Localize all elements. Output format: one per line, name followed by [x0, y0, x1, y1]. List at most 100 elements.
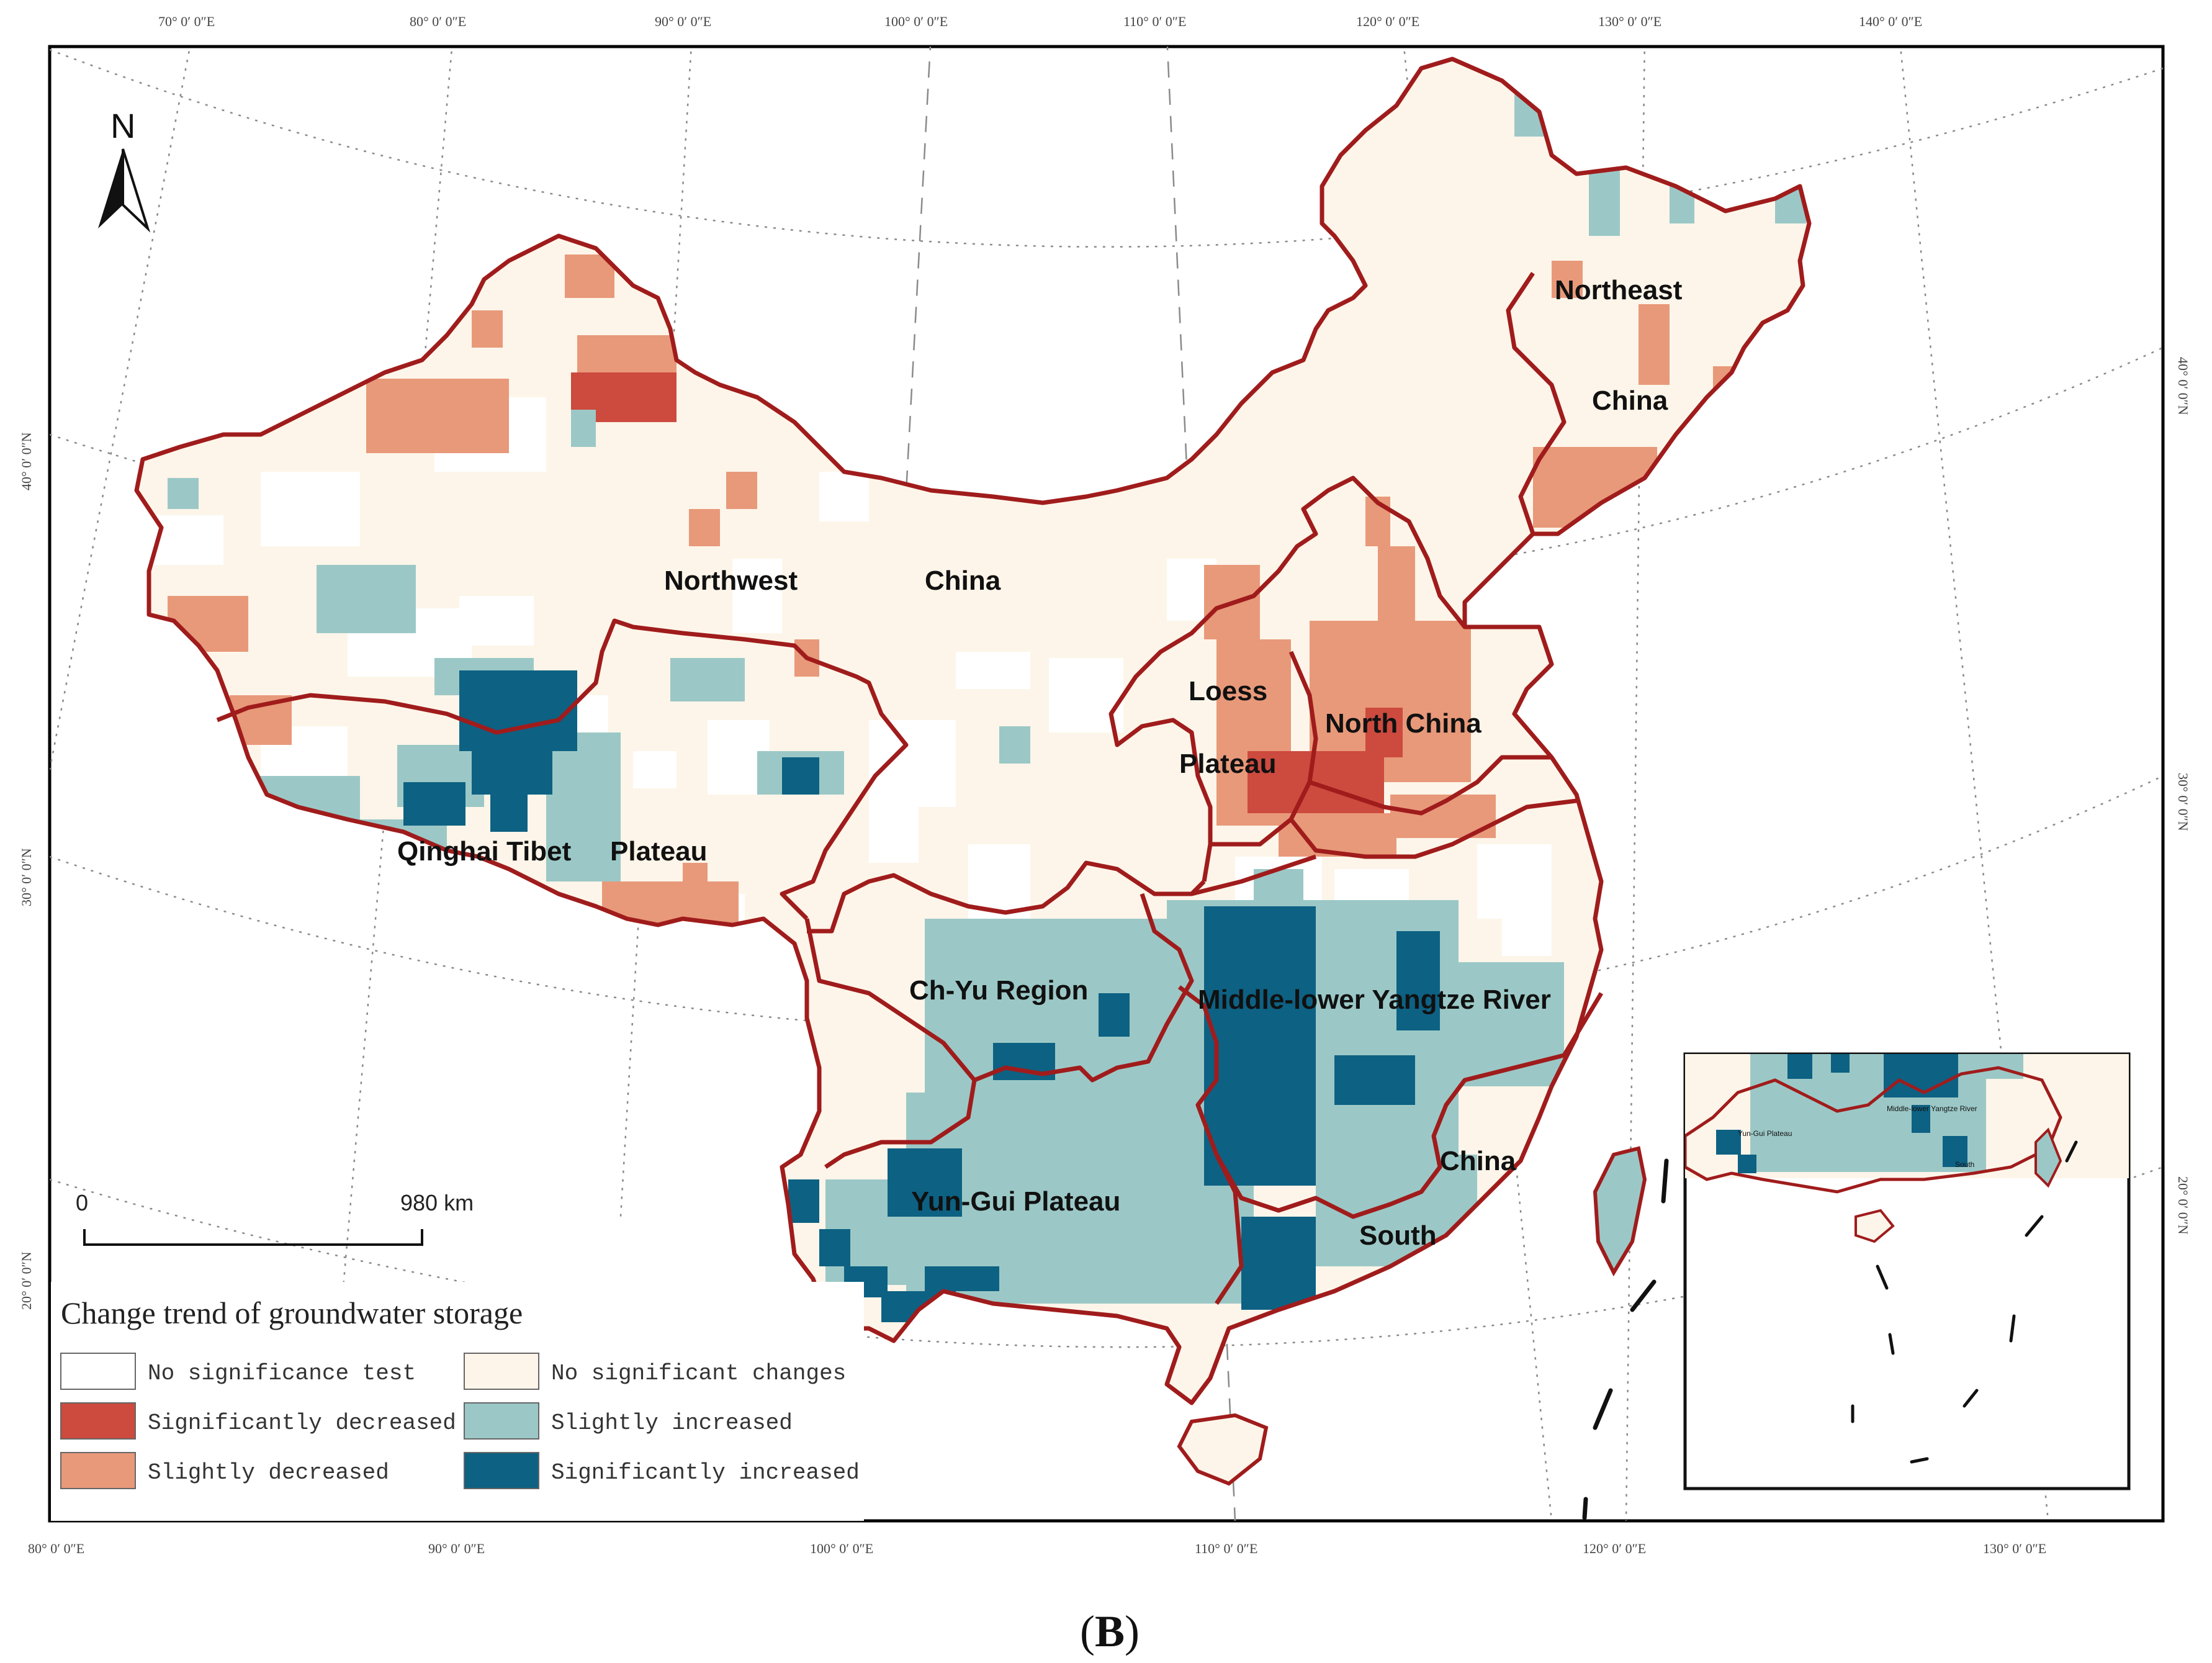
grid-cell-90: [782, 757, 819, 795]
boundary-yangtze: [1177, 985, 1604, 1219]
grid-cell-63: [670, 658, 745, 701]
grid-cell-48: [1279, 813, 1396, 857]
boundary-north-china: [1308, 755, 1552, 816]
grid-cell-100: [788, 1179, 819, 1223]
label-qinghai-plateau: Plateau: [610, 836, 708, 867]
top-tick-labels: 70° 0′ 0″E 80° 0′ 0″E 90° 0′ 0″E 100° 0′…: [158, 14, 1922, 29]
label-south-china-china: China: [1440, 1146, 1516, 1176]
grid-cell-96: [1334, 1055, 1415, 1105]
boundary-sichuan: [804, 918, 976, 1082]
grid-cell-38: [683, 863, 708, 894]
grid-cell-26: [1502, 906, 1552, 956]
grid-cell-25: [968, 844, 1030, 931]
grid-cell-6: [819, 472, 869, 521]
inset-label-2: South: [1955, 1160, 1974, 1169]
grid-cell-1: [261, 472, 360, 546]
tick-top-0: 70° 0′ 0″E: [158, 14, 215, 29]
north-arrow-icon: [98, 149, 123, 228]
boundary-northeast: [1506, 272, 1567, 535]
boundary-loess: [1108, 475, 1467, 882]
label-middle-lower-yangtze: Middle-lower Yangtze River: [1198, 985, 1551, 1015]
tick-top-5: 120° 0′ 0″E: [1356, 14, 1419, 29]
tick-top-7: 140° 0′ 0″E: [1859, 14, 1922, 29]
grid-cell-99: [1241, 1217, 1316, 1310]
grid-cell-9: [869, 807, 919, 863]
grid-cell-4: [459, 596, 534, 646]
label-yun-gui-plateau: Yun-Gui Plateau: [911, 1186, 1120, 1217]
tick-top-6: 130° 0′ 0″E: [1598, 14, 1661, 29]
grid-cell-98: [888, 1148, 962, 1217]
grid-cell-30: [366, 379, 509, 453]
legend-label-0: No significance test: [148, 1361, 416, 1386]
legend-label-2: Slightly decreased: [148, 1460, 389, 1485]
grid-cell-70: [999, 726, 1030, 764]
north-label: N: [110, 106, 135, 145]
boundary-yunnan: [807, 860, 1206, 934]
sea-boundary-dashes: [1582, 1158, 1669, 1520]
grid-cell-64: [571, 410, 596, 447]
legend-title: Change trend of groundwater storage: [61, 1296, 523, 1330]
label-loess-plateau: Plateau: [1179, 749, 1277, 779]
scale-distance-label: 980 km: [400, 1190, 474, 1215]
caption-close: ): [1125, 1607, 1140, 1656]
grid-cell-32: [726, 472, 757, 509]
caption-open: (: [1080, 1607, 1095, 1656]
scale-zero-label: 0: [76, 1190, 88, 1215]
grid-cell-33: [689, 509, 720, 546]
grid-cell-89: [490, 795, 528, 832]
grid-cell-8: [869, 720, 956, 807]
boundary-yangtze-north: [1191, 854, 1317, 896]
grid-cell-93: [1099, 993, 1130, 1037]
tick-left-1: 30° 0′ 0″N: [19, 848, 34, 906]
label-northwest: Northwest: [664, 566, 798, 596]
inset-label-1: Middle-lower Yangtze River: [1887, 1104, 1977, 1113]
legend-swatch-3: [464, 1353, 539, 1390]
bottom-tick-labels: 80° 0′ 0″E 90° 0′ 0″E 100° 0′ 0″E 110° 0…: [28, 1541, 2046, 1556]
grid-cell-104: [819, 1229, 850, 1266]
hainan-island: [1177, 1413, 1269, 1486]
grid-cell-11: [633, 751, 677, 788]
tick-left-2: 20° 0′ 0″N: [19, 1251, 34, 1310]
label-north-china: North China: [1325, 708, 1481, 739]
legend: Change trend of groundwater storage No s…: [51, 1282, 864, 1521]
tick-bottom-3: 110° 0′ 0″E: [1195, 1541, 1257, 1556]
tick-right-0: 40° 0′ 0″N: [2175, 357, 2191, 415]
caption-letter: B: [1095, 1607, 1125, 1656]
grid-cell-61: [317, 565, 416, 633]
legend-swatch-4: [464, 1402, 539, 1440]
taiwan-island: [1593, 1146, 1647, 1277]
grid-cell-85: [1539, 968, 1564, 1006]
tick-bottom-2: 100° 0′ 0″E: [810, 1541, 873, 1556]
left-tick-labels: 40° 0′ 0″N 30° 0′ 0″N 20° 0′ 0″N: [19, 432, 34, 1310]
legend-label-4: Slightly increased: [551, 1410, 793, 1436]
inset-label-0: Yun-Gui Plateau: [1738, 1129, 1792, 1138]
grid-cell-103: [925, 1266, 999, 1291]
label-ch-yu-region: Ch-Yu Region: [909, 975, 1088, 1006]
tick-top-4: 110° 0′ 0″E: [1123, 14, 1186, 29]
boundary-tibet: [216, 618, 909, 921]
tick-top-2: 90° 0′ 0″E: [655, 14, 711, 29]
boundary-south: [1214, 1153, 1244, 1305]
figure-caption: (B): [1080, 1607, 1140, 1656]
label-loess: Loess: [1189, 676, 1267, 706]
grid-cell-52: [1639, 304, 1670, 385]
label-northwest-china: China: [925, 566, 1001, 596]
grid-cell-87: [472, 732, 552, 795]
tick-top-3: 100° 0′ 0″E: [884, 14, 948, 29]
north-arrow: N: [98, 106, 151, 233]
tick-bottom-4: 120° 0′ 0″E: [1583, 1541, 1646, 1556]
grid-cell-95: [1254, 1043, 1291, 1099]
tick-right-2: 20° 0′ 0″N: [2175, 1176, 2191, 1235]
tick-right-1: 30° 0′ 0″N: [2175, 773, 2191, 831]
boundary-guizhou: [824, 1079, 977, 1169]
boundary-north-china-south: [1289, 798, 1577, 859]
tick-bottom-0: 80° 0′ 0″E: [28, 1541, 84, 1556]
tick-left-0: 40° 0′ 0″N: [19, 432, 34, 490]
grid-cell-2: [149, 515, 223, 565]
grid-cell-82: [1589, 161, 1620, 236]
boundary-chyu: [973, 893, 1194, 1083]
label-northeast-china: China: [1592, 385, 1668, 416]
label-qinghai-tibet: Qinghai Tibet: [397, 836, 572, 867]
grid-cell-58: [1365, 708, 1403, 757]
grid-cell-54: [1552, 261, 1583, 298]
